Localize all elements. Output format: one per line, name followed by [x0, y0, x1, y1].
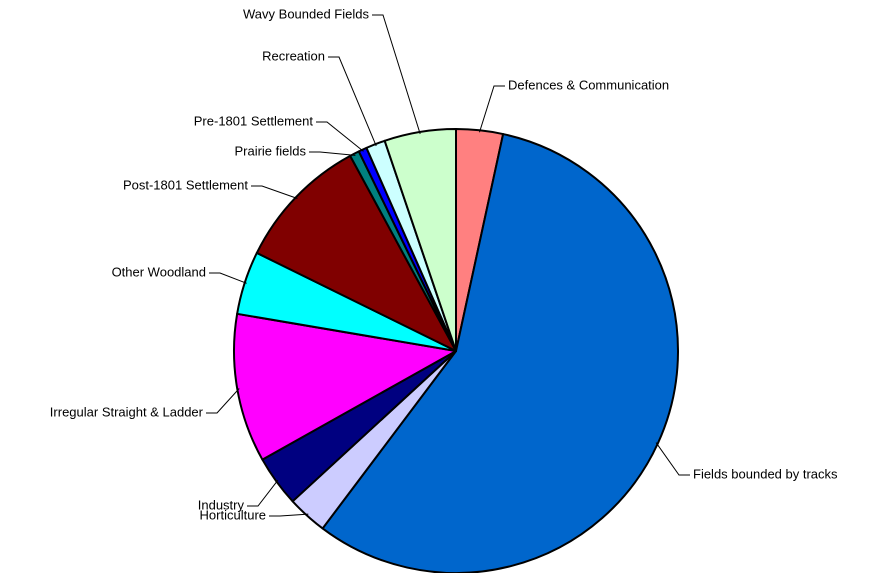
slice-label: Prairie fields: [234, 143, 306, 158]
pie-slice: [321, 133, 679, 573]
leader-line: [206, 388, 240, 414]
slice-label: Pre-1801 Settlement: [194, 113, 314, 128]
slice-label: Fields bounded by tracks: [693, 466, 838, 481]
leader-line: [269, 513, 309, 517]
leader-line: [316, 121, 364, 152]
slice-label: Wavy Bounded Fields: [243, 6, 369, 21]
slice-label: Horticulture: [200, 507, 266, 522]
slice-label: Post-1801 Settlement: [123, 177, 248, 192]
leader-line: [479, 85, 505, 133]
leader-line: [251, 185, 298, 199]
leader-line: [209, 272, 247, 284]
leader-line: [372, 14, 421, 135]
leader-line: [655, 442, 690, 476]
slice-label: Other Woodland: [112, 264, 206, 279]
leader-line: [328, 56, 377, 147]
slice-label: Irregular Straight & Ladder: [50, 404, 204, 419]
leader-line: [309, 151, 356, 156]
slice-label: Industry: [198, 497, 245, 512]
slice-label: Recreation: [262, 48, 325, 63]
slice-label: Defences & Communication: [508, 77, 669, 92]
pie-slice: [233, 312, 457, 461]
pie-slice: [255, 154, 457, 352]
leader-line: [247, 479, 279, 507]
